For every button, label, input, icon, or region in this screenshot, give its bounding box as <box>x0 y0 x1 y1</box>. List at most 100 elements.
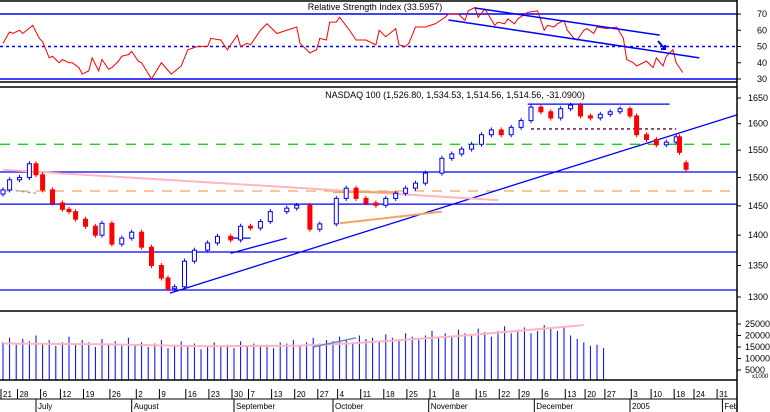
candle-down <box>59 202 65 210</box>
day-tick-label: 21 <box>3 390 12 399</box>
candle-down <box>677 136 682 153</box>
day-tick-label: 18 <box>386 390 395 399</box>
candle-up <box>129 231 135 239</box>
day-tick-label: 7 <box>251 390 256 399</box>
rsi-line <box>2 6 684 80</box>
day-tick-label: 12 <box>62 390 71 399</box>
rsi-trendline <box>448 19 700 59</box>
candle-up <box>449 153 455 159</box>
price-tick-label: 1400 <box>748 230 768 240</box>
day-tick-label: 26 <box>112 390 121 399</box>
candle-up <box>317 223 323 230</box>
day-tick-label: 25 <box>409 390 418 399</box>
trendline <box>2 168 499 202</box>
candle-up <box>191 249 197 262</box>
price-panel: 1300 1350 1400 1450 1500 1550 1600 1650 <box>0 93 768 302</box>
day-tick-label: 23 <box>211 390 220 399</box>
rsi-tick-label: 70 <box>757 9 767 19</box>
day-tick-label: 18 <box>676 390 685 399</box>
volume-moving-average <box>2 324 584 348</box>
day-tick-label: 22 <box>501 390 510 399</box>
candle-down <box>373 202 379 206</box>
candle-up <box>119 237 125 245</box>
candle-down <box>158 264 164 279</box>
candle-down <box>73 211 79 220</box>
candle-down <box>165 277 171 290</box>
volume-tick-label: 20000 <box>745 331 770 341</box>
price-tick-label: 1500 <box>748 173 768 183</box>
candle-down <box>627 108 633 117</box>
price-tick-label: 1650 <box>748 93 768 103</box>
candle-down <box>149 246 154 266</box>
candle-up <box>205 242 211 251</box>
candle-down <box>587 115 593 119</box>
day-tick-label: 3 <box>633 390 638 399</box>
candle-down <box>33 163 39 176</box>
day-tick-label: 30 <box>234 390 243 399</box>
candle-up <box>238 225 244 241</box>
rsi-arrow-icon <box>657 40 666 50</box>
candle-up <box>528 106 534 122</box>
price-tick-label: 1600 <box>748 119 768 129</box>
day-tick-label: 27 <box>320 390 329 399</box>
day-tick-label: 4 <box>340 390 345 399</box>
volume-trendline <box>313 337 357 348</box>
candle-down <box>634 115 640 136</box>
day-tick-label: 6 <box>43 390 48 399</box>
trendline <box>9 189 37 194</box>
volume-tick-label: 5000 <box>745 365 765 375</box>
candle-up <box>284 207 290 213</box>
day-tick-label: 13 <box>274 390 283 399</box>
date-axis: 21 28 6 12 19 26 2 9 16 23 30 7 13 20 27 4 11 18 25 1 8 15 22 2… <box>0 389 739 412</box>
candle-down <box>653 138 659 146</box>
volume-tick-label: 10000 <box>745 354 770 364</box>
candle-down <box>50 189 55 204</box>
candle-up <box>182 260 187 288</box>
candle-up <box>469 143 475 150</box>
candle-up <box>294 204 300 209</box>
candle-up <box>597 113 603 119</box>
candle-down <box>40 174 46 191</box>
day-tick-label: 1 <box>432 390 437 399</box>
candle-up <box>215 235 220 244</box>
candle-up <box>267 211 273 223</box>
day-tick-label: 2 <box>138 390 143 399</box>
price-tick-label: 1300 <box>748 292 768 302</box>
day-tick-label: 10 <box>653 390 662 399</box>
rsi-trendline <box>474 7 660 36</box>
candle-up <box>518 120 524 128</box>
candle-down <box>548 111 554 119</box>
candle-up <box>508 126 514 136</box>
price-tick-label: 1350 <box>748 260 768 270</box>
trendline <box>230 237 287 254</box>
day-tick-label: 11 <box>363 390 372 399</box>
candle-up <box>172 286 178 290</box>
rsi-title: Relative Strength Index (33.5957) <box>308 2 443 12</box>
day-tick-label: 24 <box>696 390 705 399</box>
day-tick-label: 20 <box>297 390 306 399</box>
candle-down <box>139 231 145 248</box>
day-tick-label: 28 <box>20 390 29 399</box>
day-tick-label: 13 <box>567 390 576 399</box>
day-tick-label: 6 <box>544 390 549 399</box>
candle-down <box>66 208 72 213</box>
candle-down <box>83 218 88 227</box>
month-label: August <box>134 402 160 411</box>
candle-up <box>26 163 32 179</box>
candle-up <box>558 108 564 119</box>
month-label: November <box>431 402 468 411</box>
candle-down <box>353 187 359 199</box>
candle-up <box>617 108 623 113</box>
candle-up <box>0 189 6 195</box>
candle-up <box>17 177 22 181</box>
candle-down <box>498 129 504 136</box>
trendline <box>339 210 443 225</box>
price-tick-label: 1450 <box>748 201 768 211</box>
day-tick-label: 16 <box>188 390 197 399</box>
trendline <box>169 114 738 294</box>
candle-up <box>99 222 105 236</box>
price-title: NASDAQ 100 (1,526.80, 1,534.53, 1,514.56… <box>325 90 585 100</box>
rsi-tick-label: 40 <box>757 58 767 68</box>
day-tick-label: 31 <box>719 390 728 399</box>
